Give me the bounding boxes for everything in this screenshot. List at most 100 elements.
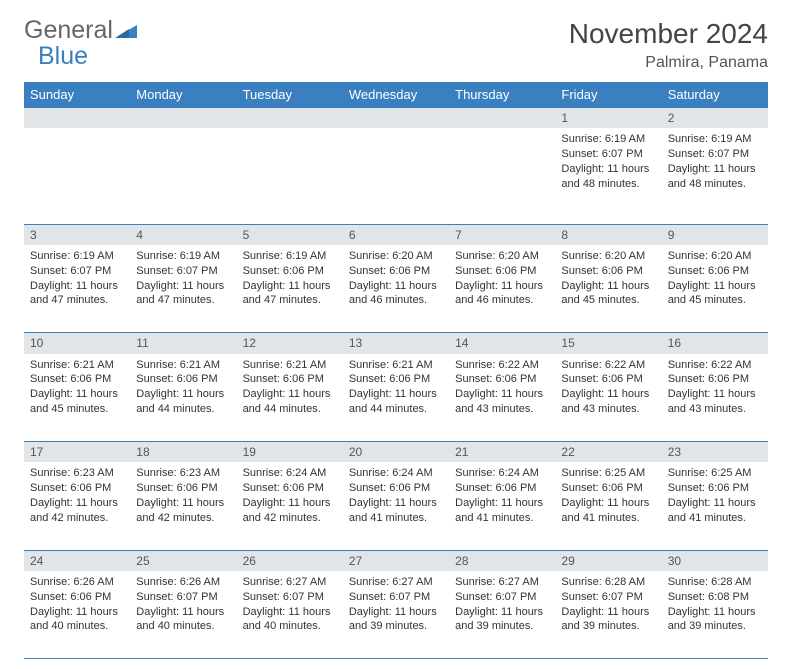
day-cell-body: Sunrise: 6:19 AMSunset: 6:07 PMDaylight:…	[24, 245, 130, 312]
cell-line: Daylight: 11 hours and 41 minutes.	[561, 496, 655, 526]
day-cell: Sunrise: 6:20 AMSunset: 6:06 PMDaylight:…	[449, 245, 555, 333]
cell-line: Sunrise: 6:24 AM	[455, 466, 549, 481]
day-cell-body: Sunrise: 6:27 AMSunset: 6:07 PMDaylight:…	[449, 571, 555, 638]
day-cell-body: Sunrise: 6:21 AMSunset: 6:06 PMDaylight:…	[237, 354, 343, 421]
day-cell	[130, 128, 236, 224]
day-cell-body: Sunrise: 6:24 AMSunset: 6:06 PMDaylight:…	[449, 462, 555, 529]
day-cell-body: Sunrise: 6:19 AMSunset: 6:06 PMDaylight:…	[237, 245, 343, 312]
col-header: Tuesday	[237, 82, 343, 108]
day-cell-body: Sunrise: 6:28 AMSunset: 6:07 PMDaylight:…	[555, 571, 661, 638]
day-number: 16	[662, 333, 768, 354]
cell-line: Sunrise: 6:28 AM	[561, 575, 655, 590]
day-number: 12	[237, 333, 343, 354]
day-number	[237, 108, 343, 129]
cell-line: Sunset: 6:06 PM	[349, 372, 443, 387]
day-number: 11	[130, 333, 236, 354]
day-cell: Sunrise: 6:24 AMSunset: 6:06 PMDaylight:…	[449, 462, 555, 550]
day-cell-body: Sunrise: 6:21 AMSunset: 6:06 PMDaylight:…	[343, 354, 449, 421]
day-cell: Sunrise: 6:21 AMSunset: 6:06 PMDaylight:…	[130, 354, 236, 442]
calendar-page: General November 2024 Palmira, Panama Bl…	[0, 0, 792, 669]
cell-line: Sunset: 6:06 PM	[455, 481, 549, 496]
cell-line: Sunset: 6:06 PM	[136, 372, 230, 387]
day-cell: Sunrise: 6:19 AMSunset: 6:07 PMDaylight:…	[555, 128, 661, 224]
day-number	[24, 108, 130, 129]
day-cell: Sunrise: 6:27 AMSunset: 6:07 PMDaylight:…	[343, 571, 449, 659]
cell-line: Sunrise: 6:20 AM	[668, 249, 762, 264]
cell-line: Sunset: 6:07 PM	[136, 264, 230, 279]
cell-line: Sunrise: 6:19 AM	[243, 249, 337, 264]
day-cell-body: Sunrise: 6:20 AMSunset: 6:06 PMDaylight:…	[555, 245, 661, 312]
cell-line: Daylight: 11 hours and 48 minutes.	[668, 162, 762, 192]
cell-line: Sunrise: 6:27 AM	[243, 575, 337, 590]
day-cell-body: Sunrise: 6:19 AMSunset: 6:07 PMDaylight:…	[130, 245, 236, 312]
day-cell-body: Sunrise: 6:20 AMSunset: 6:06 PMDaylight:…	[343, 245, 449, 312]
day-cell-body: Sunrise: 6:25 AMSunset: 6:06 PMDaylight:…	[662, 462, 768, 529]
cell-line: Sunset: 6:06 PM	[243, 372, 337, 387]
title-block: November 2024 Palmira, Panama	[569, 18, 768, 72]
cell-line: Daylight: 11 hours and 41 minutes.	[349, 496, 443, 526]
cell-line: Sunset: 6:06 PM	[30, 590, 124, 605]
day-cell: Sunrise: 6:20 AMSunset: 6:06 PMDaylight:…	[555, 245, 661, 333]
cell-line: Sunrise: 6:25 AM	[561, 466, 655, 481]
day-cell: Sunrise: 6:26 AMSunset: 6:06 PMDaylight:…	[24, 571, 130, 659]
cell-line: Sunset: 6:07 PM	[349, 590, 443, 605]
day-cell: Sunrise: 6:23 AMSunset: 6:06 PMDaylight:…	[24, 462, 130, 550]
day-cell-body	[449, 128, 555, 188]
day-cell	[237, 128, 343, 224]
day-cell-body: Sunrise: 6:23 AMSunset: 6:06 PMDaylight:…	[130, 462, 236, 529]
week-row: Sunrise: 6:19 AMSunset: 6:07 PMDaylight:…	[24, 128, 768, 224]
cell-line: Sunrise: 6:23 AM	[30, 466, 124, 481]
cell-line: Daylight: 11 hours and 44 minutes.	[243, 387, 337, 417]
cell-line: Daylight: 11 hours and 43 minutes.	[561, 387, 655, 417]
day-cell: Sunrise: 6:21 AMSunset: 6:06 PMDaylight:…	[343, 354, 449, 442]
cell-line: Sunset: 6:07 PM	[455, 590, 549, 605]
week-row: Sunrise: 6:26 AMSunset: 6:06 PMDaylight:…	[24, 571, 768, 659]
cell-line: Sunset: 6:06 PM	[349, 481, 443, 496]
day-cell-body	[24, 128, 130, 188]
cell-line: Sunset: 6:06 PM	[668, 372, 762, 387]
day-cell-body	[130, 128, 236, 188]
day-number: 14	[449, 333, 555, 354]
logo-triangle-icon	[115, 22, 137, 38]
day-cell: Sunrise: 6:19 AMSunset: 6:07 PMDaylight:…	[662, 128, 768, 224]
cell-line: Sunset: 6:08 PM	[668, 590, 762, 605]
day-cell-body: Sunrise: 6:23 AMSunset: 6:06 PMDaylight:…	[24, 462, 130, 529]
day-number: 25	[130, 550, 236, 571]
cell-line: Daylight: 11 hours and 42 minutes.	[30, 496, 124, 526]
cell-line: Daylight: 11 hours and 47 minutes.	[30, 279, 124, 309]
cell-line: Sunset: 6:06 PM	[455, 264, 549, 279]
cell-line: Daylight: 11 hours and 48 minutes.	[561, 162, 655, 192]
col-header: Sunday	[24, 82, 130, 108]
cell-line: Sunrise: 6:21 AM	[30, 358, 124, 373]
day-cell-body: Sunrise: 6:22 AMSunset: 6:06 PMDaylight:…	[662, 354, 768, 421]
day-cell-body: Sunrise: 6:26 AMSunset: 6:07 PMDaylight:…	[130, 571, 236, 638]
day-cell-body	[237, 128, 343, 188]
day-number: 6	[343, 224, 449, 245]
daynum-row: 17181920212223	[24, 442, 768, 463]
cell-line: Daylight: 11 hours and 40 minutes.	[243, 605, 337, 635]
day-number: 22	[555, 442, 661, 463]
logo: General	[24, 18, 137, 43]
day-number: 23	[662, 442, 768, 463]
cell-line: Sunset: 6:06 PM	[243, 264, 337, 279]
day-number: 20	[343, 442, 449, 463]
day-cell: Sunrise: 6:23 AMSunset: 6:06 PMDaylight:…	[130, 462, 236, 550]
day-number: 8	[555, 224, 661, 245]
cell-line: Sunrise: 6:28 AM	[668, 575, 762, 590]
day-cell-body: Sunrise: 6:21 AMSunset: 6:06 PMDaylight:…	[130, 354, 236, 421]
day-cell-body: Sunrise: 6:20 AMSunset: 6:06 PMDaylight:…	[449, 245, 555, 312]
day-cell-body: Sunrise: 6:25 AMSunset: 6:06 PMDaylight:…	[555, 462, 661, 529]
day-cell: Sunrise: 6:26 AMSunset: 6:07 PMDaylight:…	[130, 571, 236, 659]
day-number: 24	[24, 550, 130, 571]
day-number	[130, 108, 236, 129]
cell-line: Sunrise: 6:23 AM	[136, 466, 230, 481]
cell-line: Sunset: 6:06 PM	[455, 372, 549, 387]
daynum-row: 10111213141516	[24, 333, 768, 354]
cell-line: Sunrise: 6:20 AM	[455, 249, 549, 264]
cell-line: Sunrise: 6:22 AM	[561, 358, 655, 373]
cell-line: Daylight: 11 hours and 42 minutes.	[136, 496, 230, 526]
day-number: 27	[343, 550, 449, 571]
cell-line: Daylight: 11 hours and 39 minutes.	[455, 605, 549, 635]
cell-line: Daylight: 11 hours and 41 minutes.	[668, 496, 762, 526]
col-header: Thursday	[449, 82, 555, 108]
